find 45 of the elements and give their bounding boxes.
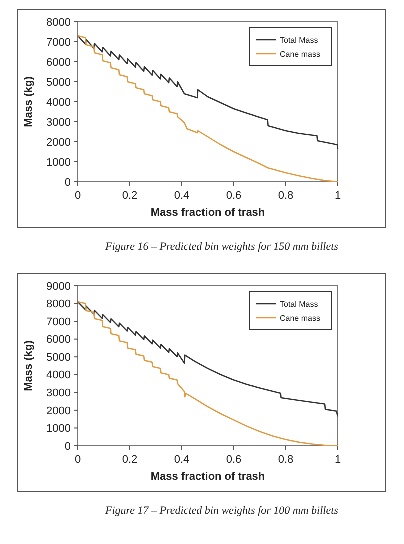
- x-tick-label: 1: [334, 190, 342, 202]
- caption: Figure 16 – Predicted bin weights for 150 mm billets: [104, 241, 338, 253]
- caption: Figure 17 – Predicted bin weights for 100 mm billets: [104, 505, 338, 517]
- y-tick-label: 7000: [46, 316, 71, 328]
- y-tick-label: 4000: [46, 96, 71, 109]
- line-series: [77, 35, 339, 183]
- y-tick-label: 8000: [46, 16, 71, 29]
- line-series: [77, 301, 339, 418]
- legend-label: Cane mass: [280, 314, 320, 323]
- x-tick-label: 0: [74, 454, 82, 466]
- x-axis-title: Mass fraction of trash: [150, 471, 266, 483]
- x-tick-label: 0.8: [278, 454, 294, 466]
- y-tick-label: 5000: [46, 352, 71, 364]
- legend-label: Cane mass: [280, 50, 320, 59]
- x-tick-label: 0.4: [174, 454, 190, 466]
- y-tick-label: 5000: [46, 76, 71, 89]
- y-tick-label: 1000: [46, 423, 71, 436]
- x-tick-label: 0.2: [122, 190, 138, 202]
- x-tick-label: 0.4: [174, 190, 190, 202]
- y-tick-label: 4000: [46, 370, 71, 382]
- y-tick-label: 8000: [46, 298, 71, 311]
- y-axis-title: Mass (kg): [23, 340, 35, 392]
- legend-label: Total Mass: [280, 36, 318, 45]
- line-series: [77, 301, 339, 447]
- x-tick-label: 0: [74, 190, 82, 202]
- y-tick-label: 0: [64, 440, 71, 453]
- y-axis-title: Mass (kg): [23, 76, 35, 128]
- x-axis-title: Mass fraction of trash: [150, 207, 266, 219]
- y-tick-label: 6000: [46, 334, 71, 346]
- x-tick-label: 1: [334, 454, 342, 466]
- x-tick-label: 0.8: [278, 190, 294, 202]
- y-tick-label: 1000: [46, 156, 71, 169]
- y-tick-label: 6000: [46, 56, 71, 69]
- y-tick-label: 7000: [46, 36, 71, 49]
- y-tick-label: 0: [64, 176, 71, 189]
- legend-label: Total Mass: [280, 300, 318, 309]
- y-tick-label: 2000: [46, 405, 71, 418]
- x-tick-label: 0.6: [226, 454, 242, 466]
- x-tick-label: 0.2: [122, 454, 138, 466]
- y-tick-label: 2000: [46, 136, 71, 149]
- y-tick-label: 3000: [46, 116, 71, 129]
- y-tick-label: 3000: [46, 388, 71, 400]
- line-series: [77, 35, 339, 150]
- y-tick-label: 9000: [46, 280, 71, 293]
- x-tick-label: 0.6: [226, 190, 242, 202]
